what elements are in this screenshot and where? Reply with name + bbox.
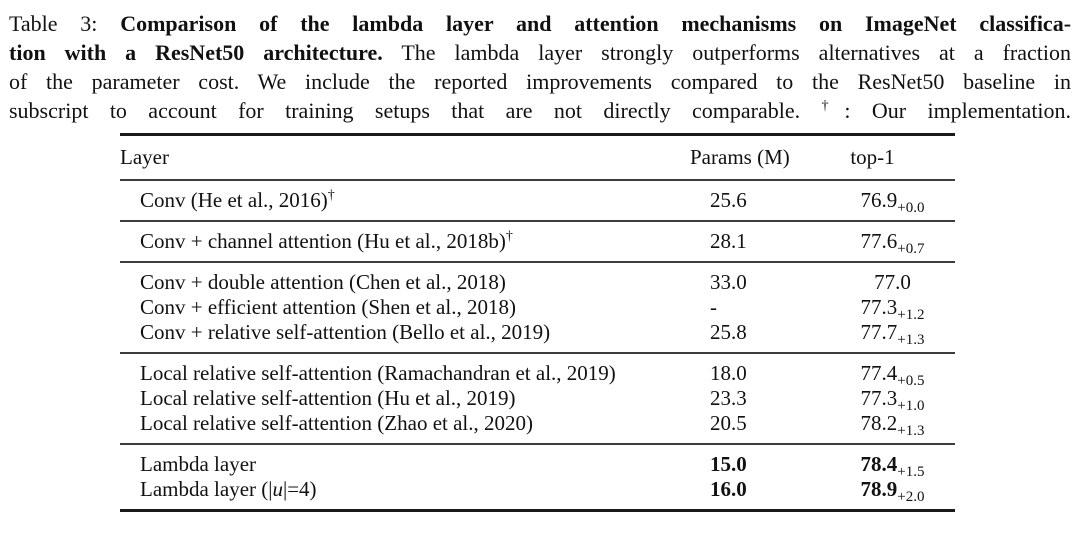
table-row: Lambda layer 15.0 78.4+1.5 [120, 452, 955, 480]
params-cell: 28.1 [710, 229, 747, 253]
col-header-top1: top-1 [850, 145, 895, 169]
top1-cell: 77.4+0.5 [830, 361, 955, 389]
delta-subscript: +0.7 [897, 241, 925, 257]
mid-rule [120, 261, 955, 263]
mid-rule [120, 220, 955, 222]
table-header-row: Layer Params (M) top-1 [120, 136, 955, 179]
layer-name: Conv (He et al., 2016) [140, 188, 328, 212]
params-cell: - [710, 295, 717, 319]
mid-rule [120, 179, 955, 181]
row-group-channel-attention: Conv + channel attention (Hu et al., 201… [120, 222, 955, 261]
row-group-baseline: Conv (He et al., 2016)† 25.6 76.9+0.0 [120, 181, 955, 220]
layer-cell: Conv + efficient attention (Shen et al.,… [140, 295, 516, 319]
table-row: Conv (He et al., 2016)† 25.6 76.9+0.0 [120, 188, 955, 216]
table-row: Lambda layer (|u|=4) 16.0 78.9+2.0 [120, 477, 955, 505]
col-header-params: Params (M) [690, 145, 790, 169]
mid-rule [120, 443, 955, 445]
table-row: Local relative self-attention (Zhao et a… [120, 411, 955, 439]
caption-text: : Our implementation. [844, 98, 1072, 123]
math-variable-u: u [272, 477, 283, 501]
caption-text: subscript to account for training setups… [9, 98, 801, 123]
layer-name: Lambda layer (| [140, 477, 273, 501]
params-cell: 33.0 [710, 270, 747, 294]
row-group-local-attention: Local relative self-attention (Ramachand… [120, 354, 955, 443]
top1-value: 77.3 [860, 386, 898, 410]
table-row: Conv + relative self-attention (Bello et… [120, 320, 955, 348]
dagger-superscript: † [327, 188, 335, 203]
row-group-global-attention: Conv + double attention (Chen et al., 20… [120, 263, 955, 352]
top1-value: 78.4 [860, 452, 898, 476]
table-row: Conv + double attention (Chen et al., 20… [120, 270, 955, 295]
top1-cell: 77.7+1.3 [830, 320, 955, 348]
top1-value: 77.7 [860, 320, 898, 344]
delta-subscript: +1.3 [897, 332, 925, 348]
layer-name: Conv + channel attention (Hu et al., 201… [140, 229, 506, 253]
top1-cell: 77.6+0.7 [830, 229, 955, 257]
top-rule [120, 133, 955, 136]
delta-subscript: +1.3 [897, 423, 925, 439]
top1-value: 77.3 [860, 295, 898, 319]
top1-cell: 77.3+1.2 [830, 295, 955, 323]
caption-bold-text: Comparison of the lambda layer and atten… [120, 11, 1072, 36]
params-cell: 23.3 [710, 386, 747, 410]
top1-cell: 78.2+1.3 [830, 411, 955, 439]
delta-subscript: +0.5 [897, 373, 925, 389]
caption-text: of the parameter cost. We include the re… [9, 69, 1071, 94]
table-row: Local relative self-attention (Ramachand… [120, 361, 955, 389]
layer-cell: Lambda layer [140, 452, 257, 476]
caption-bold-text: tion with a ResNet50 architecture. [9, 40, 383, 65]
caption-line-2: tion with a ResNet50 architecture. The l… [9, 38, 1071, 67]
params-cell: 25.8 [710, 320, 747, 344]
delta-subscript: +1.5 [897, 464, 925, 480]
layer-cell: Conv + double attention (Chen et al., 20… [140, 270, 506, 294]
caption-label: Table 3: [9, 11, 98, 36]
params-cell: 25.6 [710, 188, 747, 212]
layer-cell: Local relative self-attention (Zhao et a… [140, 411, 534, 435]
table-caption: Table 3: Comparison of the lambda layer … [0, 0, 1080, 125]
params-cell: 18.0 [710, 361, 747, 385]
params-cell: 20.5 [710, 411, 747, 435]
mid-rule [120, 352, 955, 354]
dagger-superscript: † [505, 229, 513, 244]
layer-cell: Lambda layer (|u|=4) [140, 477, 710, 502]
table-row: Conv + efficient attention (Shen et al.,… [120, 295, 955, 323]
layer-cell: Conv + channel attention (Hu et al., 201… [140, 229, 710, 254]
caption-text: The lambda layer strongly outperforms al… [401, 40, 1071, 65]
top1-value: 78.9 [860, 477, 898, 501]
layer-cell: Conv (He et al., 2016)† [140, 188, 710, 213]
top1-value: 77.4 [860, 361, 898, 385]
row-group-lambda: Lambda layer 15.0 78.4+1.5 Lambda layer … [120, 445, 955, 509]
top1-cell: 77.3+1.0 [830, 386, 955, 414]
params-cell: 15.0 [710, 452, 747, 476]
top1-cell: 78.9+2.0 [830, 477, 955, 505]
caption-line-1: Table 3: Comparison of the lambda layer … [9, 9, 1071, 38]
top1-value: 77.6 [860, 229, 898, 253]
top1-cell: 77.0 [830, 270, 955, 295]
results-table: Layer Params (M) top-1 Conv (He et al., … [120, 133, 955, 512]
top1-value: 76.9 [860, 188, 898, 212]
caption-line-4: subscript to account for training setups… [9, 96, 1071, 125]
table-row: Conv + channel attention (Hu et al., 201… [120, 229, 955, 257]
bottom-rule [120, 509, 955, 512]
col-header-layer: Layer [120, 145, 169, 169]
caption-line-3: of the parameter cost. We include the re… [9, 67, 1071, 96]
top1-cell: 78.4+1.5 [830, 452, 955, 480]
top1-cell: 76.9+0.0 [830, 188, 955, 216]
dagger-symbol: † [821, 98, 845, 114]
layer-name: |=4) [282, 477, 317, 501]
delta-subscript: +1.2 [897, 307, 925, 323]
top1-value: 77.0 [874, 270, 911, 294]
delta-subscript: +0.0 [897, 200, 925, 216]
delta-subscript: +2.0 [897, 489, 925, 505]
params-cell: 16.0 [710, 477, 747, 501]
layer-cell: Local relative self-attention (Hu et al.… [140, 386, 516, 410]
top1-value: 78.2 [860, 411, 898, 435]
delta-subscript: +1.0 [897, 398, 925, 414]
layer-cell: Local relative self-attention (Ramachand… [140, 361, 616, 385]
layer-cell: Conv + relative self-attention (Bello et… [140, 320, 551, 344]
table-row: Local relative self-attention (Hu et al.… [120, 386, 955, 414]
